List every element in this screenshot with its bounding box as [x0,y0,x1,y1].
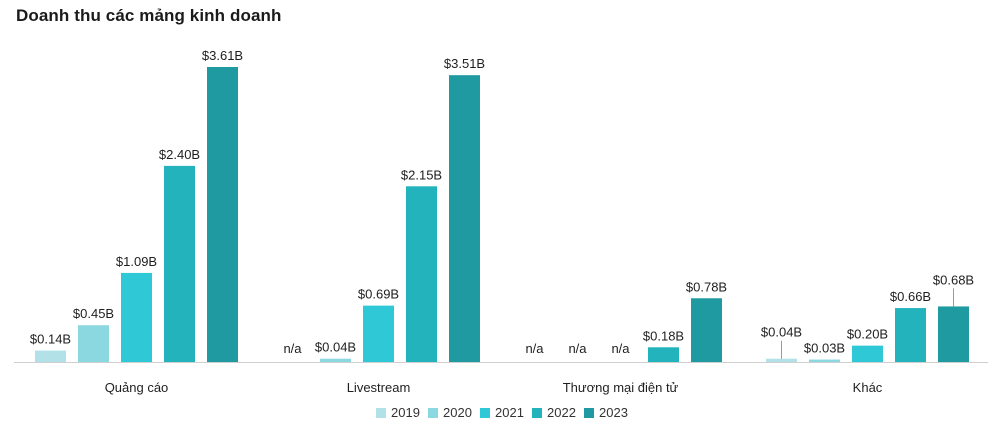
category-label-quang-cao: Quảng cáo [105,380,169,395]
data-label-khac-2023: $0.68B [933,272,974,287]
data-label-quang-cao-2021: $1.09B [116,254,157,269]
category-label-khac: Khác [853,380,883,395]
data-label-livestream-2023: $3.51B [444,56,485,71]
bar-thuong-mai-dien-tu-2022 [648,347,679,362]
bar-livestream-2021 [363,305,394,362]
legend-swatch-2023 [584,408,594,418]
data-label-livestream-2020: $0.04B [315,340,356,355]
legend-label-2022: 2022 [547,405,576,420]
data-label-quang-cao-2023: $3.61B [202,48,243,63]
data-label-khac-2021: $0.20B [847,327,888,342]
data-label-khac-2022: $0.66B [890,289,931,304]
legend-swatch-2020 [428,408,438,418]
na-label-livestream-2019: n/a [283,341,302,356]
bar-quang-cao-2020 [78,325,109,362]
category-label-thuong-mai-dien-tu: Thương mại điện tử [563,380,679,395]
category-label-livestream: Livestream [347,380,411,395]
bar-livestream-2023 [449,75,480,362]
data-label-khac-2020: $0.03B [804,341,845,356]
data-label-quang-cao-2022: $2.40B [159,147,200,162]
bar-quang-cao-2023 [207,67,238,362]
legend-swatch-2019 [376,408,386,418]
chart-title: Doanh thu các mảng kinh doanh [16,6,282,25]
legend-label-2020: 2020 [443,405,472,420]
data-label-quang-cao-2020: $0.45B [73,306,114,321]
legend-swatch-2021 [480,408,490,418]
legend-label-2019: 2019 [391,405,420,420]
bar-livestream-2022 [406,186,437,362]
bar-livestream-2020 [320,358,351,362]
legend-label-2021: 2021 [495,405,524,420]
bar-quang-cao-2019 [35,350,66,362]
na-label-thuong-mai-dien-tu-2019: n/a [525,341,544,356]
bar-thuong-mai-dien-tu-2023 [691,298,722,362]
bar-khac-2023 [938,306,969,362]
legend-swatch-2022 [532,408,542,418]
data-label-livestream-2021: $0.69B [358,287,399,302]
data-label-thuong-mai-dien-tu-2023: $0.78B [686,279,727,294]
legend-label-2023: 2023 [599,405,628,420]
data-label-quang-cao-2019: $0.14B [30,332,71,347]
bar-quang-cao-2021 [121,272,152,362]
bar-khac-2019 [766,358,797,362]
data-label-khac-2019: $0.04B [761,325,802,340]
na-label-thuong-mai-dien-tu-2020: n/a [568,341,587,356]
data-label-livestream-2022: $2.15B [401,167,442,182]
bar-khac-2022 [895,308,926,362]
data-label-thuong-mai-dien-tu-2022: $0.18B [643,328,684,343]
bar-quang-cao-2022 [164,165,195,362]
bar-khac-2020 [809,359,840,362]
na-label-thuong-mai-dien-tu-2021: n/a [611,341,630,356]
bar-khac-2021 [852,345,883,362]
